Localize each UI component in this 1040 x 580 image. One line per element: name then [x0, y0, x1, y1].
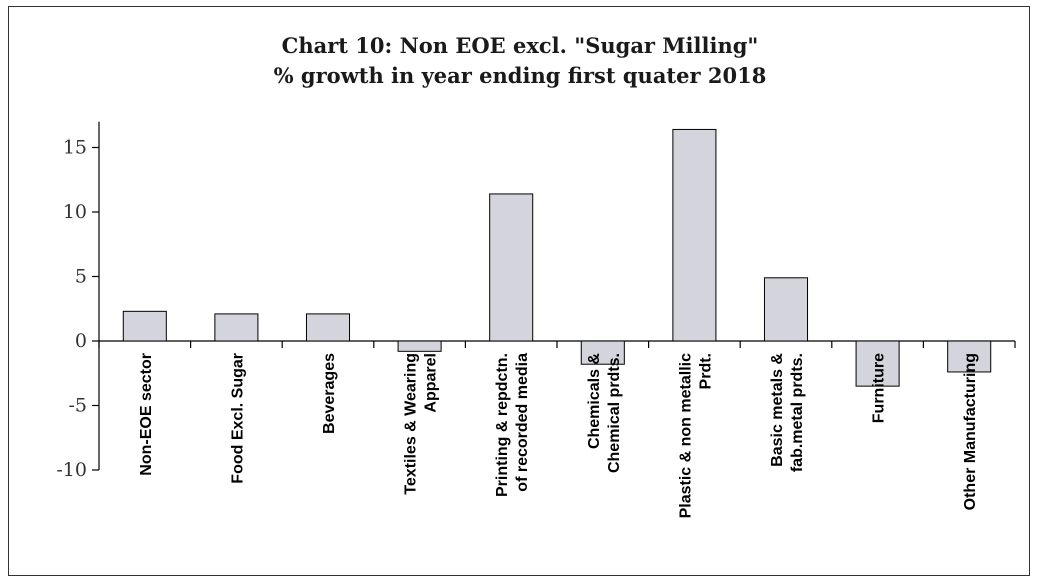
x-tick-label-line: Prdt.	[697, 353, 714, 389]
bar	[672, 128, 717, 342]
bar	[855, 340, 900, 387]
x-tick-label: Plastic & non metallic Prdt.	[677, 353, 714, 518]
x-tick-label-line: Printing & repdctn.	[494, 353, 511, 497]
bar	[947, 340, 992, 373]
x-tick-label-line: Chemicals &	[586, 353, 603, 449]
bar	[580, 340, 625, 365]
y-tick-label: 10	[63, 201, 87, 223]
y-tick-label: -5	[68, 395, 87, 417]
chart-title-line: Chart 10: Non EOE excl. "Sugar Milling"	[281, 33, 759, 58]
x-tick-label-line: Textiles & Wearing	[403, 353, 420, 495]
y-tick-label: 15	[63, 137, 87, 159]
x-tick-label-line: Furniture	[871, 353, 888, 423]
bar-chart: -10 -5 0 5 10 15 Non-EOE sector Food Excl. Sug…	[56, 121, 1016, 518]
x-tick-label: Textiles & Wearing Apparel	[403, 353, 440, 495]
y-tick-label: 5	[75, 266, 87, 288]
x-tick-label-line: Chemical prdts.	[606, 353, 623, 473]
bar	[305, 313, 351, 342]
bar	[214, 313, 259, 342]
y-tick-label: 0	[75, 330, 87, 352]
bar	[763, 277, 809, 342]
x-tick-label: Basic metals & fab.metal prdts.	[769, 353, 806, 473]
x-tick-label-line: Apparel	[423, 353, 440, 413]
x-tick-label-line: Non-EOE sector	[138, 353, 155, 476]
y-tick-label: -10	[56, 459, 87, 481]
chart-frame: Chart 10: Non EOE excl. "Sugar Milling" …	[8, 6, 1030, 576]
x-tick-label: Non-EOE sector	[138, 353, 155, 476]
x-tick-label-line: of recorded media	[514, 353, 531, 492]
x-tick-label-line: Food Excl. Sugar	[229, 353, 246, 484]
x-tick-label: Beverages	[321, 353, 338, 434]
x-tick-label: Other Manufacturing	[962, 353, 979, 510]
bar	[122, 310, 167, 342]
x-tick-label-line: fab.metal prdts.	[789, 353, 806, 472]
bar	[397, 340, 442, 352]
x-tick-label: Food Excl. Sugar	[229, 353, 246, 484]
chart-title: Chart 10: Non EOE excl. "Sugar Milling" …	[9, 31, 1031, 91]
x-tick-label: Chemicals & Chemical prdts.	[586, 353, 623, 473]
x-tick-label-line: Other Manufacturing	[962, 353, 979, 510]
x-tick-label: Printing & repdctn. of recorded media	[494, 353, 531, 497]
x-tick-label-line: Basic metals &	[769, 353, 786, 467]
bar	[489, 193, 534, 342]
x-tick-label-line: Plastic & non metallic	[677, 353, 694, 518]
x-tick-label-line: Beverages	[321, 353, 338, 434]
x-tick-label: Furniture	[871, 353, 888, 423]
chart-subtitle: % growth in year ending first quater 201…	[273, 63, 767, 88]
